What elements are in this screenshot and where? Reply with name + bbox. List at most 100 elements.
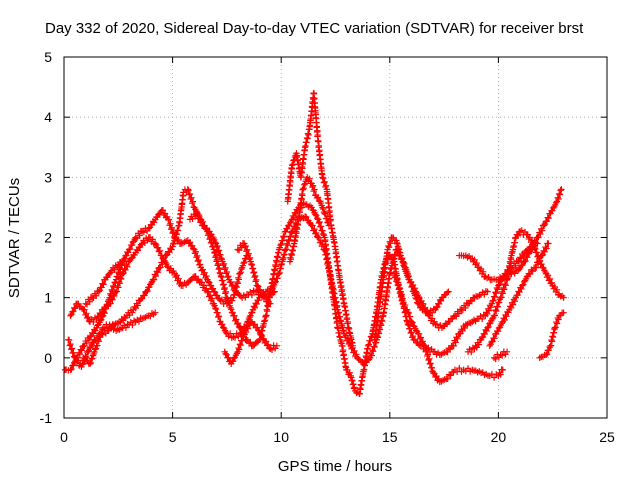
- data-point: [233, 350, 241, 357]
- data-point: [203, 272, 210, 280]
- data-point: [299, 186, 307, 193]
- data-point: [454, 335, 461, 342]
- data-point: [344, 318, 352, 326]
- data-point: [483, 327, 490, 335]
- data-point: [271, 288, 278, 295]
- data-point: [231, 312, 238, 319]
- data-point: [217, 251, 224, 258]
- data-point: [368, 352, 375, 359]
- data-point: [458, 326, 465, 333]
- data-point: [92, 292, 100, 299]
- data-point: [548, 279, 555, 286]
- data-point: [419, 338, 426, 345]
- data-point: [409, 319, 416, 326]
- data-point: [215, 313, 223, 320]
- data-point: [118, 261, 125, 269]
- data-point: [558, 186, 565, 193]
- data-point: [356, 390, 363, 397]
- data-point: [528, 237, 536, 244]
- series-arc-2: [65, 186, 506, 398]
- data-point: [437, 297, 445, 305]
- data-point: [76, 351, 84, 358]
- data-point: [284, 242, 291, 249]
- data-point: [128, 241, 136, 249]
- data-point: [89, 355, 96, 362]
- data-point: [557, 187, 564, 194]
- data-point: [214, 309, 221, 316]
- data-point: [560, 294, 567, 301]
- data-point: [150, 276, 158, 283]
- data-point: [518, 227, 525, 234]
- data-point: [298, 169, 305, 176]
- data-point: [205, 278, 212, 285]
- data-point: [277, 241, 284, 249]
- data-point: [292, 210, 299, 218]
- data-point: [511, 297, 519, 305]
- data-point: [499, 290, 506, 297]
- data-point: [398, 254, 406, 262]
- data-point: [522, 257, 529, 265]
- data-point: [279, 237, 286, 244]
- data-point: [287, 256, 295, 263]
- data-point: [144, 287, 151, 295]
- data-point: [211, 239, 219, 246]
- data-point: [83, 310, 90, 317]
- data-point: [87, 359, 94, 367]
- data-point: [243, 246, 251, 253]
- data-point: [367, 337, 374, 345]
- data-point: [70, 349, 77, 357]
- data-point: [218, 296, 226, 303]
- data-point: [298, 196, 305, 203]
- data-point: [494, 327, 502, 335]
- tick-labels: 0 5 10 15 20 25 -1 0 1 2 3 4 5: [40, 49, 615, 445]
- data-point: [468, 348, 475, 356]
- data-point: [319, 174, 326, 181]
- y-tick-label: 2: [44, 230, 52, 246]
- data-point: [447, 372, 454, 379]
- data-point: [439, 349, 447, 357]
- data-point: [553, 286, 561, 294]
- data-point: [255, 283, 262, 290]
- data-point: [228, 306, 235, 313]
- data-point: [496, 281, 503, 288]
- data-point: [115, 284, 122, 291]
- data-point: [417, 334, 425, 341]
- data-point: [89, 339, 96, 347]
- data-point: [536, 257, 544, 264]
- data-point: [236, 341, 244, 348]
- data-point: [113, 288, 121, 295]
- data-point: [314, 131, 321, 139]
- data-point: [393, 276, 401, 284]
- data-point: [492, 306, 499, 314]
- series-arc-3: [67, 213, 491, 368]
- data-point: [452, 339, 459, 346]
- data-point: [184, 186, 192, 193]
- data-point: [242, 328, 250, 336]
- data-point: [201, 269, 208, 276]
- data-point: [248, 291, 256, 299]
- data-point: [399, 295, 406, 302]
- data-point: [409, 282, 416, 290]
- data-point: [481, 291, 488, 298]
- data-point: [247, 312, 254, 319]
- data-point: [313, 229, 320, 237]
- data-point: [501, 280, 509, 288]
- data-point: [383, 288, 391, 296]
- data-point: [380, 273, 388, 281]
- data-point: [67, 340, 74, 348]
- data-point: [509, 301, 517, 308]
- data-point: [545, 240, 552, 247]
- data-point: [325, 222, 333, 229]
- data-point: [403, 266, 410, 273]
- data-point: [116, 280, 123, 287]
- data-point: [188, 242, 196, 249]
- data-point: [85, 313, 92, 321]
- data-point: [398, 255, 405, 263]
- data-point: [300, 184, 307, 192]
- data-point: [227, 304, 234, 312]
- data-point: [485, 323, 492, 331]
- data-point: [543, 350, 551, 358]
- data-point: [487, 303, 495, 311]
- data-point: [491, 335, 498, 342]
- data-point: [117, 275, 125, 283]
